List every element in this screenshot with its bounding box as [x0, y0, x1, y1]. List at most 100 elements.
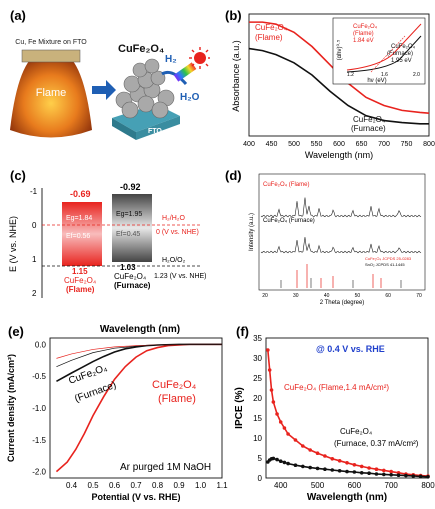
jv-flame-label: CuFe₂O₄ [152, 379, 197, 391]
annotation-f: @ 0.4 V vs. RHE [316, 344, 385, 354]
jv-x-tick-4: 0.7 [130, 481, 142, 490]
h2o-label: H₂O [180, 92, 200, 103]
jv-chart: Wavelength (nm) Current density (mA/cm²)… [6, 324, 228, 502]
fto-label: FTO [148, 128, 162, 135]
ipce-point [345, 461, 349, 465]
furnace-vb-label: 1.03 [120, 263, 136, 272]
inset-flame-sub: (Flame) [353, 31, 374, 37]
ipce-point [301, 464, 305, 469]
ipce-point [337, 469, 342, 473]
ipce-y-tick-8: 35 [253, 334, 262, 343]
panel-label-d: (d) [225, 168, 242, 183]
title-e: Wavelength (nm) [100, 324, 180, 335]
ipce-point [275, 412, 279, 416]
xrd-legend-1: CuFe₂O₄ JCPDS 25-0283 [365, 256, 412, 261]
furnace-label-b: CuFe₂O₄ [353, 115, 385, 124]
furnace-name-c: CuFe₂O₄ [114, 272, 146, 281]
panel-e: (e) Wavelength (nm) Current density (mA/… [0, 318, 230, 504]
inset-flame-value: 1.84 eV [353, 38, 374, 44]
ipce-x-tick-1: 400 [274, 481, 288, 490]
jv-flame-sub: (Flame) [158, 393, 196, 405]
curved-arrow-icon [161, 70, 188, 85]
flame-cone [10, 52, 92, 138]
ipce-point [315, 466, 320, 471]
product-label: CuFe₂O₄ [118, 43, 164, 55]
ipce-point [269, 388, 274, 392]
inset-xtick-1: 1.2 [347, 72, 354, 78]
flame-sub-c: (Flame) [66, 285, 95, 294]
tauc-inset: (αhν)⁰·⁵ hν (eV) 1.2 1.6 2.0 CuFe₂O₄ (Fl… [332, 17, 426, 85]
ipce-series-1 [267, 349, 429, 477]
absorbance-x-tick-6: 650 [356, 141, 368, 148]
absorbance-x-tick-5: 600 [333, 141, 345, 148]
ipce-point [282, 426, 287, 430]
inset-furnace-sub: (Furnace) [387, 51, 413, 57]
xrd-x-tick-1: 20 [262, 293, 268, 299]
absorbance-x-tick-2: 450 [266, 141, 278, 148]
flame-eg-label: Eg=1.84 [66, 215, 92, 222]
furnace-sub-b: (Furnace) [351, 124, 386, 133]
jv-x-tick-2: 0.5 [87, 481, 99, 490]
ylabel-c: E (V vs. NHE) [8, 216, 18, 272]
ipce-point [352, 463, 357, 467]
ipce-point [389, 473, 393, 477]
inset-xtick-2: 1.6 [381, 72, 388, 78]
sun-icon [189, 47, 211, 69]
zero-ref-label: 0 (V vs. NHE) [156, 229, 199, 236]
flame-label-b: CuFe₂O₄ [255, 23, 287, 32]
ipce-point [411, 474, 416, 478]
panel-f: (f) IPCE (%) Wavelength (nm) @ 0.4 V vs.… [230, 318, 435, 504]
ytick-c-2: 0 [32, 221, 37, 230]
panel-label-f: (f) [236, 324, 249, 339]
particle-film [115, 58, 175, 119]
xlabel-f: Wavelength (nm) [307, 492, 387, 503]
ipce-furnace-label: CuFe₂O₄ [340, 427, 372, 436]
ylabel-e: Current density (mA/cm²) [6, 354, 16, 462]
ipce-point [418, 474, 423, 479]
band-diagram: E (V vs. NHE) -1 0 1 2 -0.69 Eg=1.84 Ef=… [8, 182, 207, 298]
inset-flame-curve [346, 23, 422, 71]
jv-x-tick-6: 0.9 [173, 481, 185, 490]
ipce-point [275, 457, 279, 462]
ylabel-b: Absorbance (a.u.) [231, 40, 241, 112]
flame-sub-b: (Flame) [255, 33, 283, 42]
absorbance-chart: Absorbance (a.u.) Wavelength (nm) 400 450… [231, 13, 435, 160]
xrd-furnace-trace [260, 237, 422, 254]
flame-ef-label: Ef=0.56 [66, 233, 90, 240]
ytick-c-1: -1 [30, 187, 38, 196]
ipce-point [271, 400, 276, 404]
panel-label-b: (b) [225, 8, 242, 23]
ipce-y-tick-1: 0 [258, 474, 263, 483]
flame-label: Flame [36, 87, 67, 99]
ipce-point [286, 461, 290, 466]
absorbance-x-tick-8: 750 [401, 141, 413, 148]
panel-label-e: (e) [8, 324, 24, 339]
absorbance-x-tick-4: 550 [311, 141, 323, 148]
inset-furnace-label: CuFe₂O₄ [391, 44, 416, 50]
ipce-point [301, 444, 305, 448]
h2-label: H₂ [165, 54, 177, 65]
flame-cb-label: -0.69 [70, 189, 91, 199]
ytick-c-4: 2 [32, 289, 37, 298]
furnace-cb-label: -0.92 [120, 182, 141, 192]
panel-a: (a) Cu, Fe Mixture on FTO Flame FTO CuFe… [0, 0, 211, 150]
xrd-flame-label: CuFe₂O₄ (Flame) [263, 182, 309, 188]
ipce-point [337, 459, 342, 463]
xrd-legend-2: SnO₂ JCPDS 41-1445 [365, 262, 405, 267]
ipce-point [374, 467, 379, 471]
ipce-y-tick-4: 15 [253, 414, 262, 423]
xrd-flame-trace [260, 197, 422, 218]
ipce-point [282, 460, 287, 465]
inset-xlabel: hν (eV) [367, 78, 386, 84]
fto-mixture-slide [21, 49, 81, 63]
plot-frame-f [265, 337, 429, 479]
jv-x-tick-8: 1.1 [216, 481, 228, 490]
furnace-sub-c: (Furnace) [114, 281, 151, 290]
ipce-y-tick-2: 5 [258, 454, 263, 463]
ipce-x-tick-2: 500 [311, 481, 325, 490]
panel-d: (d) Intensity (a.u.) 2 Theta (degree) Cu… [215, 160, 435, 310]
panel-label-c: (c) [10, 168, 26, 183]
light-rainbow [173, 62, 197, 82]
xrd-chart: Intensity (a.u.) 2 Theta (degree) CuFe₂O… [249, 173, 426, 306]
ipce-point [271, 456, 276, 461]
